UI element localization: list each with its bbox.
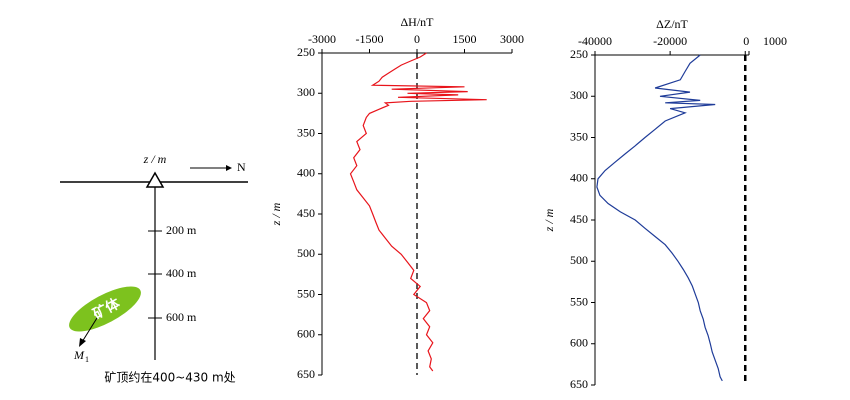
x-tick-label: -3000: [308, 32, 336, 46]
y-axis-label: z / m: [542, 208, 556, 232]
hole-subscript: 1: [85, 355, 89, 364]
x-tick-label: 0: [414, 32, 420, 46]
diagram: z / m N 200 m 400 m 600 m 矿体 M 1 矿顶约在400…: [60, 152, 248, 385]
x-axis-label: ΔH/nT: [400, 15, 434, 29]
y-tick-label: 400: [297, 166, 315, 180]
hole-label: M: [73, 348, 85, 362]
x-tick-label: -1500: [356, 32, 384, 46]
chart: -40000 -20000 0 1000 250 300 350 400 450 500 550 60…: [542, 17, 787, 391]
x-tick-label: -20000: [653, 34, 687, 48]
data-line: [349, 52, 487, 372]
y-tick-label: 550: [570, 294, 588, 308]
depth-label: 600 m: [166, 310, 197, 324]
y-tick-label: 300: [570, 88, 588, 102]
y-tick-label: 450: [297, 206, 315, 220]
y-tick-label: 600: [297, 327, 315, 341]
y-tick-label: 550: [297, 286, 315, 300]
y-tick-label: 400: [570, 171, 588, 185]
caption: 矿顶约在400~430 m处: [104, 370, 235, 385]
y-tick-label: 300: [297, 85, 315, 99]
borehole-mark: [145, 171, 165, 188]
data-line: [596, 54, 723, 382]
y-tick-label: 650: [297, 367, 315, 381]
x-tick-label: 0: [743, 34, 749, 48]
x-tick-label: 3000: [500, 32, 524, 46]
x-tick-label: -40000: [578, 34, 612, 48]
z-label: z / m: [143, 152, 167, 166]
y-axis-label: z / m: [269, 202, 283, 226]
y-tick-label: 500: [297, 246, 315, 260]
y-tick-label: 350: [570, 129, 588, 143]
y-tick-label: 650: [570, 377, 588, 391]
y-tick-label: 250: [297, 45, 315, 59]
x-tick-label: 1500: [453, 32, 477, 46]
ore-body: [69, 286, 141, 332]
hole-arrowhead: [79, 338, 86, 347]
north-arrowhead: [226, 165, 232, 171]
hole-arrow: [81, 317, 98, 343]
x-tick-label: 1000: [763, 34, 787, 48]
y-tick-label: 350: [297, 125, 315, 139]
y-tick-label: 500: [570, 253, 588, 267]
y-tick-label: 250: [570, 47, 588, 61]
chart: -3000 -1500 0 1500 3000 250 300 350 400 450 500 550…: [269, 15, 524, 381]
depth-label: 200 m: [166, 223, 197, 237]
y-tick-label: 600: [570, 336, 588, 350]
depth-label: 400 m: [166, 266, 197, 280]
x-axis-label: ΔZ/nT: [656, 17, 688, 31]
y-tick-label: 450: [570, 212, 588, 226]
north-label: N: [237, 160, 246, 174]
